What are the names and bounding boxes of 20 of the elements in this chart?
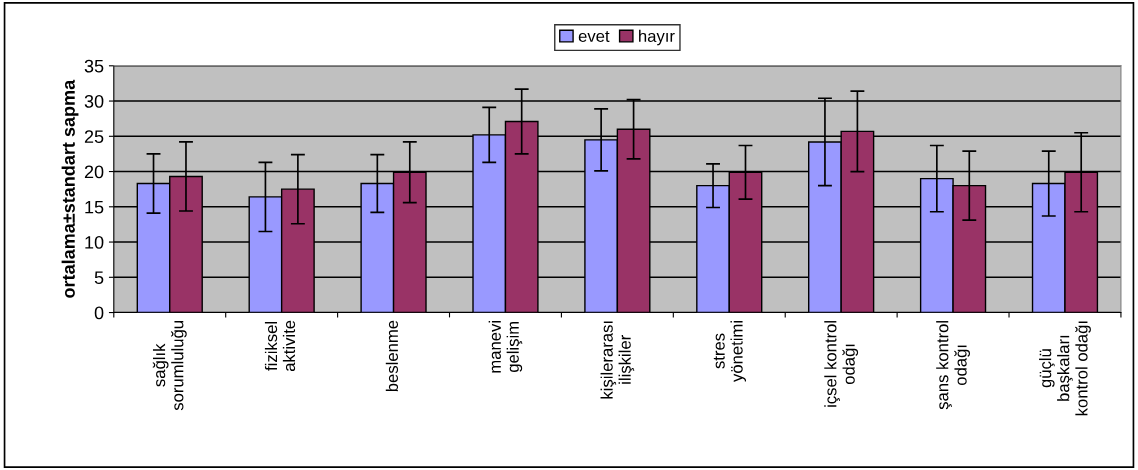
y-tick-label: 10 (85, 235, 104, 249)
x-tick-label: sağlık sorumluluğu (152, 321, 187, 411)
y-tick-label: 35 (84, 59, 104, 73)
y-tick-label: 30 (84, 94, 104, 108)
y-tick-label: 5 (94, 271, 104, 285)
x-tick-label: kişilerarası ilişkiler (600, 321, 635, 399)
x-tick-label: manevi gelişim (488, 321, 523, 373)
y-tick-label: 20 (84, 165, 104, 179)
x-tick-label: fiziksel aktivite (264, 320, 296, 372)
y-tick-label: 15 (85, 200, 104, 214)
y-tick-label: 25 (84, 130, 104, 144)
y-tick-label: 0 (94, 306, 104, 320)
y-axis-title: ortalama±standart sapma (61, 79, 79, 298)
x-tick-label: içsel kontrol odağı (824, 321, 859, 407)
x-tick-label: şans kontrol odağı (936, 321, 970, 410)
x-tick-label: beslenme (385, 320, 399, 392)
legend-label: evet (578, 31, 610, 43)
x-tick-label: stres yönetimi (713, 321, 747, 382)
legend-label: hayır (639, 29, 675, 46)
x-tick-label: güçlü başkaları kontrol odağı (1039, 321, 1091, 416)
